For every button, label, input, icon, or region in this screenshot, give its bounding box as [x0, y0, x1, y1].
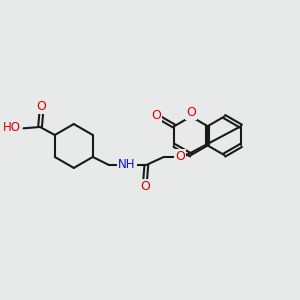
Text: O: O	[186, 106, 196, 119]
Text: O: O	[176, 151, 185, 164]
Text: O: O	[176, 151, 185, 164]
Text: O: O	[140, 180, 150, 193]
Text: NH: NH	[118, 158, 136, 171]
Text: HO: HO	[3, 121, 21, 134]
Text: O: O	[151, 109, 161, 122]
Text: O: O	[37, 100, 46, 112]
